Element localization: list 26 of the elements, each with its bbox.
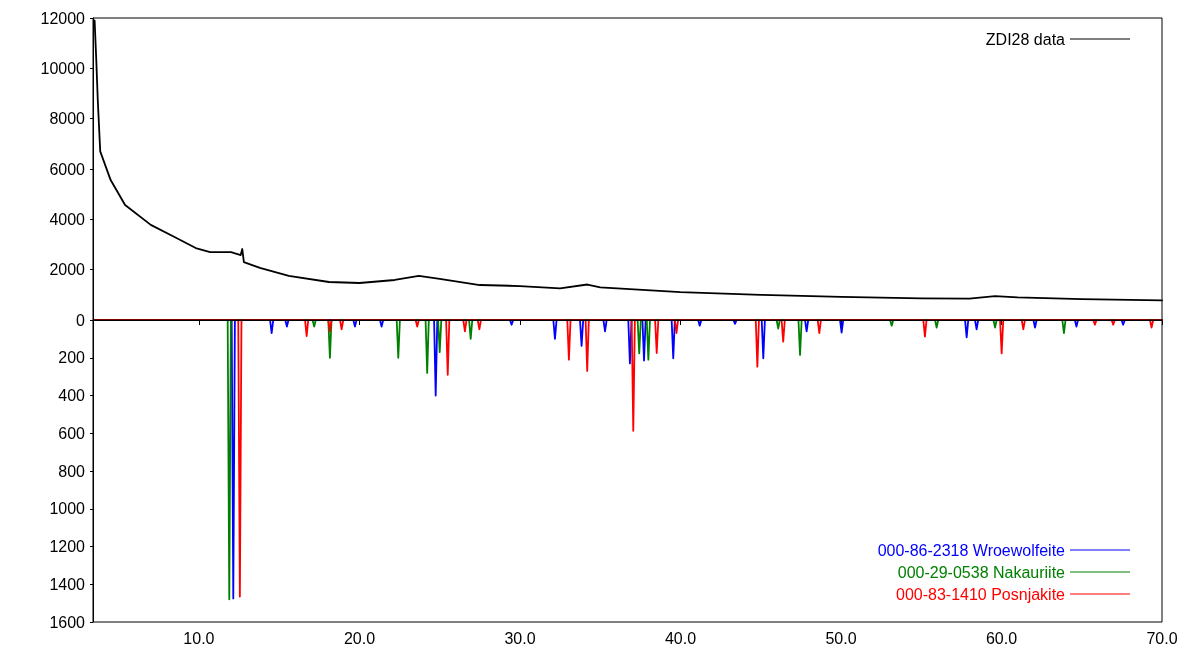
y-tick-label: 4000 xyxy=(49,210,86,228)
legend-label: 000-83-1410 Posnjakite xyxy=(895,585,1066,603)
y-tick-label: 0 xyxy=(76,311,86,329)
y-tick-label: 1200 xyxy=(49,538,86,555)
y-tick-label: 1400 xyxy=(49,575,86,593)
y-tick-label: 1000 xyxy=(49,500,86,518)
x-tick-label: 60.0 xyxy=(985,629,1018,647)
y-tick-label: 600 xyxy=(58,424,86,442)
y-tick-label: 800 xyxy=(58,462,86,480)
x-tick-label: 40.0 xyxy=(664,629,697,647)
y-tick-label: 2000 xyxy=(49,261,86,279)
x-tick-label: 70.0 xyxy=(1146,629,1178,647)
y-tick-label: 10000 xyxy=(40,59,86,77)
y-tick-label: 8000 xyxy=(49,110,86,128)
x-tick-label: 10.0 xyxy=(183,629,215,647)
x-tick-label: 20.0 xyxy=(343,629,376,647)
legend-label: 000-29-0538 Nakauriite xyxy=(897,563,1066,581)
y-tick-label: 400 xyxy=(58,387,86,404)
x-tick-label: 30.0 xyxy=(504,629,536,647)
y-tick-label: 1600 xyxy=(49,613,86,631)
y-tick-label: 200 xyxy=(58,349,86,367)
x-tick-label: 50.0 xyxy=(825,629,857,647)
legend-label: ZDI28 data xyxy=(985,30,1066,48)
y-tick-label: 12000 xyxy=(40,9,86,27)
legend-label: 000-86-2318 Wroewolfeite xyxy=(877,541,1066,559)
y-tick-label: 6000 xyxy=(49,160,86,178)
